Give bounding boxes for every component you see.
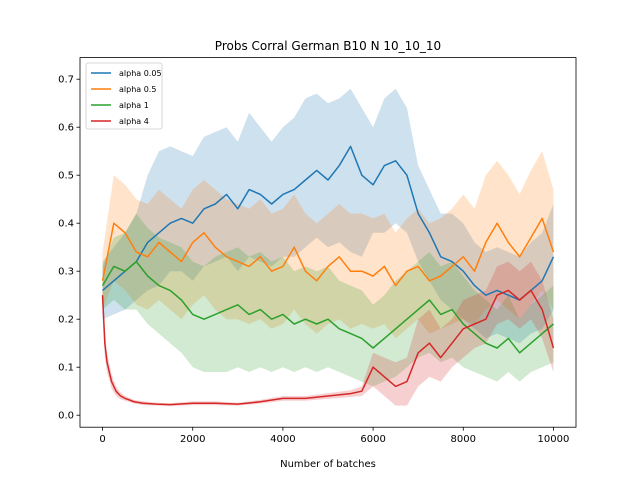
y-tick-label: 0.1 — [58, 363, 74, 374]
line-series-0 — [102, 145, 555, 301]
legend-box — [85, 62, 163, 130]
band-series-3 — [102, 261, 554, 407]
y-tick-label: 0.6 — [58, 123, 74, 134]
series-lines — [101, 145, 555, 406]
y-tick-label: 0.5 — [58, 171, 74, 182]
legend-label-3: alpha 4 — [119, 117, 149, 126]
band-series-1 — [102, 151, 554, 339]
band-series-2 — [102, 213, 554, 387]
legend-label-1: alpha 0.5 — [119, 85, 156, 94]
y-tick-label: 0.4 — [58, 219, 74, 230]
plot-frame — [79, 57, 577, 428]
x-tick-label: 4000 — [270, 434, 295, 445]
legend-label-0: alpha 0.05 — [119, 69, 162, 78]
legend: alpha 0.05 alpha 0.5 alpha 1 alpha 4 — [85, 62, 163, 130]
x-tick-label: 8000 — [451, 434, 476, 445]
y-tick-label: 0.2 — [58, 315, 74, 326]
x-axis-ticks: 0 2000 4000 6000 8000 10000 — [99, 427, 569, 445]
y-tick-label: 0.7 — [58, 75, 74, 86]
x-tick-label: 2000 — [180, 434, 205, 445]
line-series-2 — [101, 260, 554, 354]
y-axis-ticks: 0.0 0.1 0.2 0.3 0.4 0.5 0.6 0.7 — [58, 75, 80, 422]
line-series-1 — [101, 217, 555, 287]
y-tick-label: 0.3 — [58, 267, 74, 278]
y-tick-label: 0.0 — [58, 411, 74, 422]
line-series-3 — [101, 289, 555, 406]
legend-label-2: alpha 1 — [119, 101, 149, 110]
x-axis-label: Number of batches — [280, 459, 376, 470]
x-tick-label: 0 — [99, 434, 105, 445]
x-tick-label: 10000 — [538, 434, 570, 445]
chart-title: Probs Corral German B10 N 10_10_10 — [215, 39, 441, 53]
x-tick-label: 6000 — [360, 434, 385, 445]
band-series-0 — [102, 88, 554, 344]
confidence-bands — [102, 88, 554, 407]
